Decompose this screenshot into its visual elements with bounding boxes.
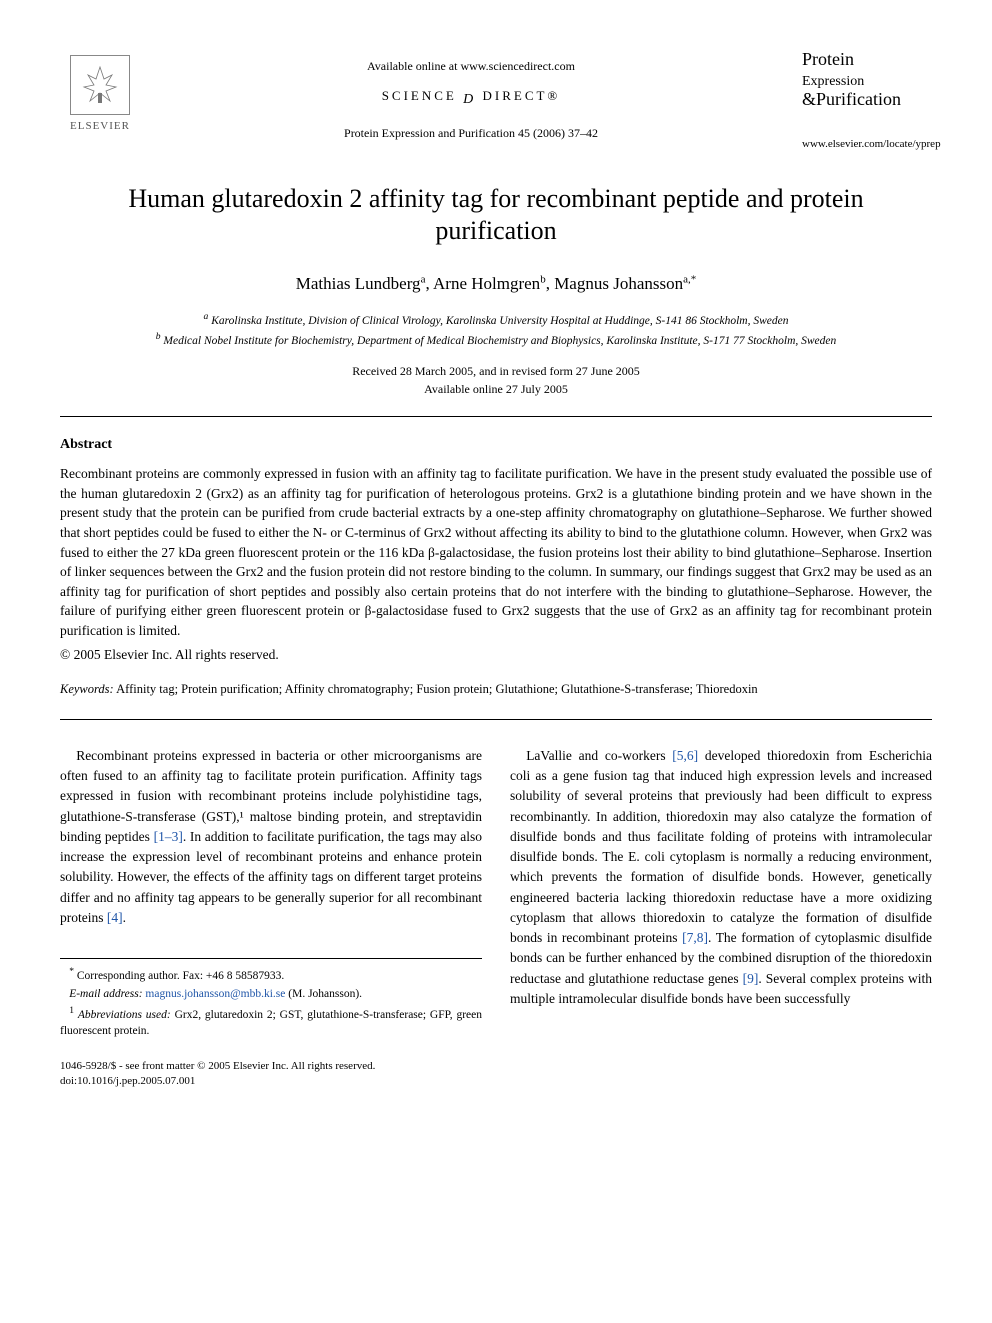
journal-logo-title: Protein Expression &Purification	[802, 50, 932, 109]
author-1: Mathias Lundberg	[296, 274, 421, 293]
sciencedirect-at-icon: d	[463, 83, 476, 111]
page-header: ELSEVIER Available online at www.science…	[60, 50, 932, 153]
keywords-text: Affinity tag; Protein purification; Affi…	[116, 682, 758, 696]
elsevier-label: ELSEVIER	[70, 119, 130, 134]
ref-link-1-3[interactable]: [1–3]	[154, 829, 183, 844]
footer-doi: doi:10.1016/j.pep.2005.07.001	[60, 1074, 482, 1089]
abstract-heading: Abstract	[60, 435, 932, 455]
rule-above-abstract	[60, 416, 932, 417]
journal-logo-line2: Expression	[802, 70, 932, 90]
left-paragraph-1: Recombinant proteins expressed in bacter…	[60, 746, 482, 928]
right-column: LaVallie and co-workers [5,6] developed …	[510, 746, 932, 1090]
affiliation-a: a Karolinska Institute, Division of Clin…	[60, 310, 932, 330]
article-title: Human glutaredoxin 2 affinity tag for re…	[100, 183, 892, 248]
footer-line1: 1046-5928/$ - see front matter © 2005 El…	[60, 1059, 482, 1074]
affiliations: a Karolinska Institute, Division of Clin…	[60, 310, 932, 350]
footnote-email: E-mail address: magnus.johansson@mbb.ki.…	[60, 986, 482, 1002]
available-online-text: Available online at www.sciencedirect.co…	[140, 58, 802, 75]
authors-line: Mathias Lundberga, Arne Holmgrenb, Magnu…	[60, 272, 932, 296]
journal-logo: Protein Expression &Purification www.els…	[802, 50, 932, 153]
header-center: Available online at www.sciencedirect.co…	[140, 50, 802, 142]
footer-meta: 1046-5928/$ - see front matter © 2005 El…	[60, 1059, 482, 1090]
journal-logo-line1: Protein	[802, 50, 932, 70]
journal-reference: Protein Expression and Purification 45 (…	[140, 125, 802, 142]
journal-logo-line3: &Purification	[802, 90, 932, 110]
footnote-corresponding: * Corresponding author. Fax: +46 8 58587…	[60, 965, 482, 984]
article-dates: Received 28 March 2005, and in revised f…	[60, 362, 932, 398]
left-column: Recombinant proteins expressed in bacter…	[60, 746, 482, 1090]
journal-url[interactable]: www.elsevier.com/locate/yprep	[802, 137, 932, 152]
elsevier-logo: ELSEVIER	[60, 50, 140, 140]
right-paragraph-1: LaVallie and co-workers [5,6] developed …	[510, 746, 932, 1009]
footnote-abbrev: 1 Abbreviations used: Grx2, glutaredoxin…	[60, 1004, 482, 1039]
abstract-text: Recombinant proteins are commonly expres…	[60, 464, 932, 640]
author-2-aff: b	[540, 273, 546, 285]
footnotes: * Corresponding author. Fax: +46 8 58587…	[60, 958, 482, 1039]
body-columns: Recombinant proteins expressed in bacter…	[60, 746, 932, 1090]
email-link[interactable]: magnus.johansson@mbb.ki.se	[145, 988, 285, 1000]
author-1-aff: a	[421, 273, 426, 285]
date-online: Available online 27 July 2005	[60, 380, 932, 398]
elsevier-tree-icon	[70, 55, 130, 115]
author-3: Magnus Johansson	[554, 274, 683, 293]
abstract-copyright: © 2005 Elsevier Inc. All rights reserved…	[60, 646, 932, 665]
author-3-aff: a,*	[683, 273, 696, 285]
ref-link-7-8[interactable]: [7,8]	[682, 930, 708, 945]
sciencedirect-text-right: DIRECT®	[482, 88, 560, 103]
ref-link-5-6[interactable]: [5,6]	[672, 748, 698, 763]
affiliation-b: b Medical Nobel Institute for Biochemist…	[60, 330, 932, 350]
author-2: Arne Holmgren	[433, 274, 540, 293]
sciencedirect-logo: SCIENCE d DIRECT®	[140, 83, 802, 111]
keywords-label: Keywords:	[60, 682, 114, 696]
date-received: Received 28 March 2005, and in revised f…	[60, 362, 932, 380]
sciencedirect-text-left: SCIENCE	[382, 88, 457, 103]
rule-below-keywords	[60, 719, 932, 720]
ref-link-9[interactable]: [9]	[743, 971, 759, 986]
keywords-line: Keywords: Affinity tag; Protein purifica…	[60, 681, 932, 699]
ref-link-4[interactable]: [4]	[107, 910, 123, 925]
